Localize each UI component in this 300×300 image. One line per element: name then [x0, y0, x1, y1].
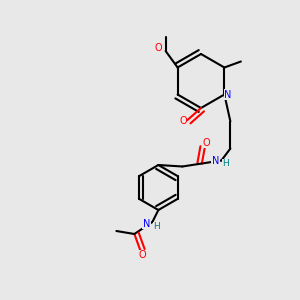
Text: H: H: [223, 159, 229, 168]
Text: N: N: [143, 218, 150, 229]
Text: N: N: [212, 155, 219, 166]
Text: H: H: [154, 222, 160, 231]
Text: O: O: [179, 116, 187, 127]
Text: N: N: [224, 89, 232, 100]
Text: O: O: [202, 137, 210, 148]
Text: O: O: [138, 250, 146, 260]
Text: O: O: [154, 43, 162, 53]
